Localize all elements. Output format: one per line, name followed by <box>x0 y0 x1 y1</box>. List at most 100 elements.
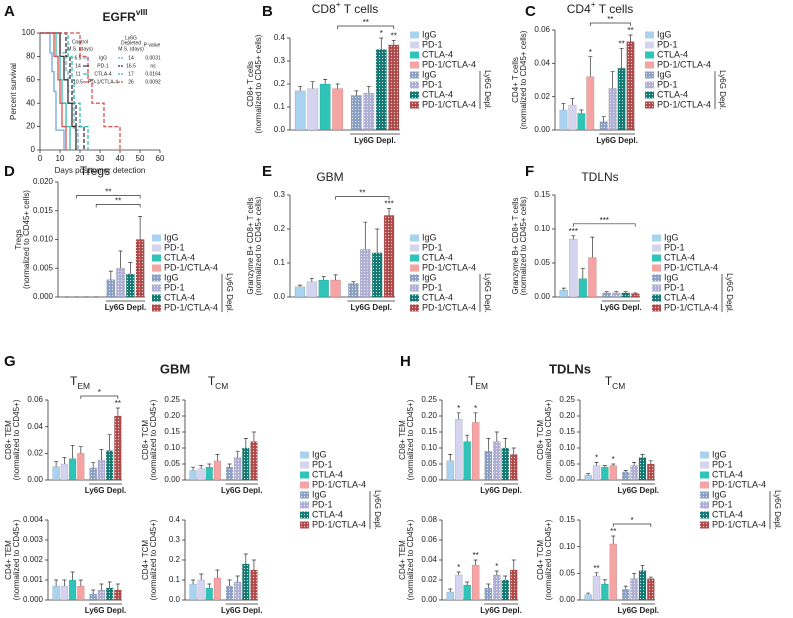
bar <box>463 584 471 601</box>
legend-swatch <box>700 511 709 519</box>
chart-title: TCM <box>208 374 228 391</box>
error-bar <box>118 250 123 269</box>
error-bar <box>619 47 624 69</box>
bar <box>52 585 60 601</box>
error-bar <box>602 465 607 468</box>
error-bar <box>602 579 607 584</box>
significance: ** <box>618 39 624 48</box>
chart-title: TEM <box>468 374 488 391</box>
bar <box>647 578 655 601</box>
y-tick-label: 0.25 <box>421 395 437 404</box>
y-tick-label: 0.20 <box>559 411 575 420</box>
p-value: 0.0092 <box>145 79 161 85</box>
y-tick-label: 0.05 <box>421 459 437 468</box>
bracket <box>612 523 652 527</box>
y-tick-label: 0.00 <box>421 475 437 484</box>
legend-text: PD-1/CTLA-4 <box>312 519 366 529</box>
error-bar <box>298 85 303 91</box>
error-bar <box>604 291 609 293</box>
y-tick-label: 0.10 <box>559 443 575 452</box>
median-survival: 17 <box>128 71 134 77</box>
bar <box>621 292 630 298</box>
legend-swatch <box>300 491 309 499</box>
error-bar <box>91 462 96 468</box>
error-bar <box>611 463 616 466</box>
chart-title: CD4+ T cells <box>567 0 634 16</box>
legend-text: IgG <box>422 272 437 282</box>
chart-title-part: CD8 <box>312 2 336 16</box>
bar <box>493 441 501 481</box>
error-bar <box>561 102 566 110</box>
error-bar <box>62 456 67 464</box>
bracket <box>335 196 390 200</box>
y-tick-label: 0.00 <box>559 475 575 484</box>
bar <box>348 283 359 298</box>
error-bar <box>586 592 591 595</box>
y-tick-label: 0.002 <box>23 555 44 564</box>
y-tick-label: 0.001 <box>23 575 44 584</box>
y-tick-label: 0.0 <box>169 595 181 604</box>
error-bar <box>640 564 645 571</box>
error-bar <box>309 277 314 282</box>
error-bar <box>321 276 326 280</box>
bar <box>234 457 242 481</box>
y-axis-label: (normalized to CD45+ cells) <box>519 196 528 295</box>
legend-text: CTLA-4 <box>657 49 688 59</box>
y-tick-label: 0.05 <box>534 258 550 267</box>
y-tick-label: 0.04 <box>421 555 437 564</box>
error-bar <box>297 284 302 287</box>
significance: ** <box>391 31 397 40</box>
legend-text: IgG <box>422 232 437 242</box>
bar <box>388 44 400 131</box>
bar <box>592 575 601 601</box>
bar <box>501 447 510 481</box>
bar <box>626 41 635 131</box>
legend-swatch <box>645 81 654 89</box>
error-bar <box>366 85 371 94</box>
legend-swatch <box>700 461 709 469</box>
bar <box>60 585 69 601</box>
chart-title-part: CD4 <box>567 2 591 16</box>
legend-text: CTLA-4 <box>657 89 688 99</box>
error-bar <box>511 447 516 455</box>
bracket-label: ** <box>607 15 613 24</box>
y-tick-label: 0.06 <box>421 535 437 544</box>
bar <box>599 121 608 131</box>
chart-title-part: + <box>336 0 341 9</box>
y-tick-label: 80 <box>26 52 35 61</box>
error-bar <box>486 438 491 452</box>
median-survival: 14 <box>75 63 81 69</box>
significance: * <box>612 455 615 464</box>
legend-swatch <box>152 264 161 272</box>
y-tick-label: 0.00 <box>164 475 180 484</box>
bar <box>250 441 258 481</box>
bar <box>294 90 306 131</box>
y-axis-label: (normalized to CD45+) <box>406 519 415 600</box>
error-bar <box>610 71 615 89</box>
y-tick-label: 0.02 <box>534 92 550 101</box>
legend-group-label: Ly6G Depl. <box>773 490 782 530</box>
error-bar <box>335 83 340 89</box>
y-axis-label: (normalized to CD45+) <box>544 519 553 600</box>
bar <box>484 451 493 481</box>
y-axis-label: Granzyme B+ CD8+ T cells <box>246 197 255 294</box>
bar <box>89 467 97 481</box>
legend-group-label: Ly6G Depl. <box>483 273 492 313</box>
legend-swatch <box>410 61 419 69</box>
bar <box>584 594 592 601</box>
error-bar <box>503 575 508 580</box>
bar <box>319 83 331 131</box>
legend-swatch <box>700 501 709 509</box>
bar <box>638 457 647 481</box>
bar <box>609 543 617 601</box>
error-bar <box>138 216 143 240</box>
group-label: Ly6G Depl. <box>600 303 642 312</box>
legend-swatch <box>410 284 419 292</box>
median-survival: 26 <box>128 79 134 85</box>
bar <box>471 564 480 601</box>
bar <box>126 273 135 298</box>
legend-swatch <box>645 41 654 49</box>
legend-text: PD-1 <box>312 459 333 469</box>
error-bar <box>632 572 637 579</box>
